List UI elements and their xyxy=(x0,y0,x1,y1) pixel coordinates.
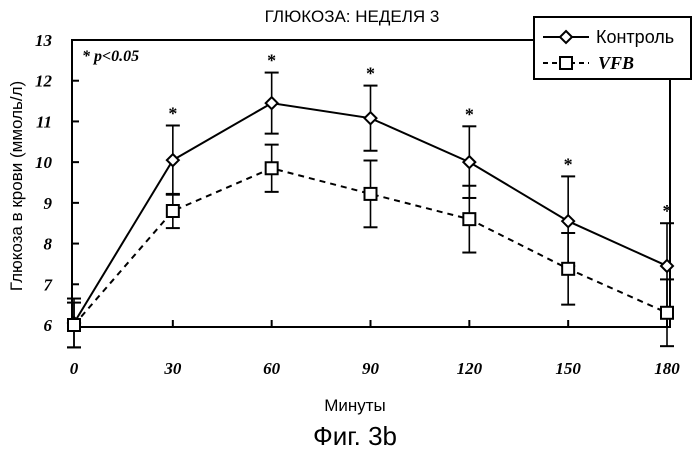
significance-star: * xyxy=(366,64,375,84)
figure-caption: Фиг. 3b xyxy=(313,421,397,451)
series-layer xyxy=(67,73,674,348)
y-tick-label: 12 xyxy=(35,72,53,91)
legend-label-vfb: VFB xyxy=(598,53,634,73)
data-point-vfb xyxy=(463,213,475,225)
legend-marker-square xyxy=(560,57,572,69)
significance-star: * xyxy=(267,51,276,71)
x-axis-ticks: 0 30 60 90 120 150 180 xyxy=(70,320,681,378)
data-point-control xyxy=(167,154,179,166)
y-axis-label: Глюкоза в крови (ммоль/л) xyxy=(7,81,26,291)
y-tick-label: 7 xyxy=(44,275,54,294)
x-tick-label: 60 xyxy=(263,359,281,378)
data-point-vfb xyxy=(266,162,278,174)
significance-star: * xyxy=(168,104,177,124)
significance-star: * xyxy=(564,154,573,174)
chart-title: ГЛЮКОЗА: НЕДЕЛЯ 3 xyxy=(265,7,440,26)
data-point-vfb xyxy=(167,205,179,217)
significance-star: * xyxy=(465,104,474,124)
data-point-vfb xyxy=(562,263,574,275)
x-tick-label: 120 xyxy=(457,359,483,378)
x-tick-label: 0 xyxy=(70,359,79,378)
y-tick-label: 6 xyxy=(44,316,53,335)
y-tick-label: 13 xyxy=(35,31,53,50)
significance-annotation: * p<0.05 xyxy=(82,48,139,65)
significance-star: * xyxy=(663,201,672,221)
data-point-control xyxy=(266,97,278,109)
data-point-vfb xyxy=(68,319,80,331)
x-tick-label: 180 xyxy=(654,359,680,378)
data-point-control xyxy=(365,112,377,124)
data-point-control xyxy=(463,156,475,168)
data-point-vfb xyxy=(661,307,673,319)
x-tick-label: 90 xyxy=(362,359,380,378)
legend: Контроль VFB xyxy=(534,17,691,79)
y-tick-label: 9 xyxy=(44,194,53,213)
x-tick-label: 150 xyxy=(555,359,581,378)
y-tick-label: 10 xyxy=(35,153,53,172)
legend-label-control: Контроль xyxy=(596,27,674,47)
data-point-control xyxy=(562,215,574,227)
y-tick-label: 11 xyxy=(36,112,52,131)
y-tick-label: 8 xyxy=(44,235,53,254)
data-point-vfb xyxy=(365,188,377,200)
data-point-control xyxy=(661,260,673,272)
x-tick-label: 30 xyxy=(163,359,182,378)
x-axis-label: Минуты xyxy=(324,396,386,415)
